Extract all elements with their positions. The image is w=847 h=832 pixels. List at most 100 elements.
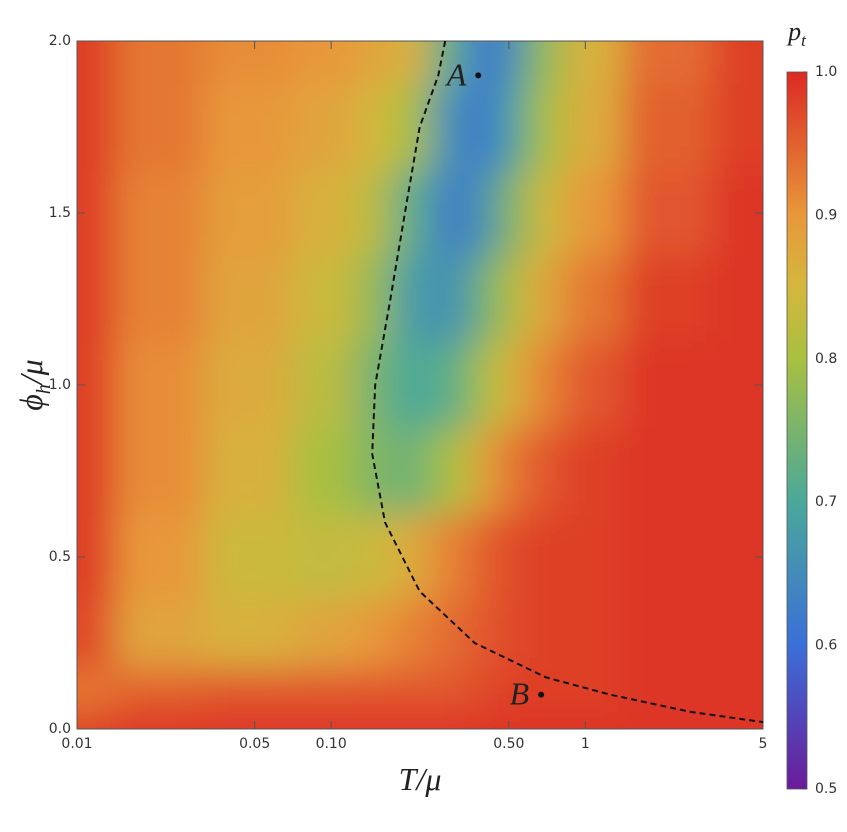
marked-point — [475, 72, 482, 79]
heat-cell — [115, 428, 205, 515]
heat-cell — [204, 256, 294, 343]
heat-cell — [496, 711, 528, 729]
heat-cell — [712, 41, 763, 85]
heat-cell — [496, 428, 528, 515]
heat-cell — [292, 84, 355, 171]
x-tick-label: 0.01 — [61, 736, 92, 752]
heat-cell — [468, 41, 498, 85]
heat-cell — [115, 41, 205, 85]
heat-cell — [565, 342, 625, 429]
heat-cell — [391, 600, 431, 670]
colorbar-tick-label: 0.5 — [815, 781, 837, 797]
heat-cell — [623, 668, 713, 713]
heat-cell — [468, 84, 498, 171]
y-tick-label: 0.0 — [49, 721, 71, 737]
heat-cell — [430, 600, 469, 670]
heat-cell — [204, 428, 294, 515]
heat-cell — [353, 600, 393, 670]
heat-cell — [527, 256, 567, 343]
heat-cell — [527, 668, 567, 713]
heat-cell — [353, 84, 393, 171]
heat-cell — [292, 342, 355, 429]
colorbar-tick-label: 0.9 — [815, 207, 837, 223]
heat-cell — [468, 256, 498, 343]
heat-cell — [712, 256, 763, 343]
x-axis-label: T/μ — [399, 761, 442, 797]
y-label-rest: /μ — [13, 359, 49, 386]
heat-cell — [623, 711, 713, 729]
heat-cell — [623, 342, 713, 429]
heat-cell — [468, 342, 498, 429]
y-tick-label: 2.0 — [49, 33, 71, 49]
y-axis-label: ϕh/μ — [13, 359, 55, 411]
heat-cell — [204, 711, 294, 729]
heat-cell — [496, 41, 528, 85]
heat-cell — [565, 711, 625, 729]
heat-cell — [204, 170, 294, 257]
y-tick-label: 0.5 — [49, 549, 71, 565]
heat-cell — [496, 170, 528, 257]
heat-cell — [468, 514, 498, 601]
heat-cell — [565, 428, 625, 515]
point-label: A — [445, 56, 467, 92]
heat-cell — [430, 256, 469, 343]
heat-cell — [204, 342, 294, 429]
heat-cell — [353, 711, 393, 729]
heat-cell — [527, 514, 567, 601]
heat-cell — [204, 41, 294, 85]
colorbar-label-sub: t — [801, 31, 807, 50]
heat-cell — [353, 428, 393, 515]
colorbar-label-main: p — [786, 17, 801, 46]
heat-cell — [115, 256, 205, 343]
colorbar-tick-label: 0.7 — [815, 494, 837, 510]
colorbar — [786, 71, 808, 790]
heat-cell — [77, 428, 116, 515]
heat-cell — [204, 514, 294, 601]
colorbar-label: pt — [786, 17, 807, 50]
heat-cell — [527, 600, 567, 670]
heat-cell — [565, 41, 625, 85]
heat-cell — [468, 170, 498, 257]
heat-cell — [292, 600, 355, 670]
heat-cell — [115, 170, 205, 257]
heat-cell — [204, 668, 294, 713]
heat-cell — [430, 668, 469, 713]
heat-cell — [115, 342, 205, 429]
heat-cell — [115, 514, 205, 601]
heat-cell — [115, 600, 205, 670]
heat-cell — [712, 342, 763, 429]
heat-cell — [430, 84, 469, 171]
heat-cell — [496, 600, 528, 670]
heat-cell — [430, 342, 469, 429]
heat-cell — [353, 668, 393, 713]
heat-cell — [527, 711, 567, 729]
heat-cell — [496, 342, 528, 429]
heat-cell — [623, 256, 713, 343]
heat-cell — [77, 41, 116, 85]
heat-cell — [623, 514, 713, 601]
heat-cell — [292, 514, 355, 601]
heat-cell — [712, 428, 763, 515]
heat-cell — [77, 600, 116, 670]
x-tick-label: 1 — [581, 736, 590, 752]
x-tick-label: 5 — [759, 736, 768, 752]
heat-cell — [115, 668, 205, 713]
heat-cell — [204, 600, 294, 670]
x-tick-label: 0.10 — [316, 736, 347, 752]
heat-cell — [623, 428, 713, 515]
heat-cell — [430, 41, 469, 85]
heat-cell — [430, 170, 469, 257]
heat-cell — [77, 256, 116, 343]
heat-cell — [527, 41, 567, 85]
heatmap — [77, 41, 763, 729]
colorbar-tick-label: 0.8 — [815, 351, 837, 367]
heat-cell — [565, 170, 625, 257]
heat-cell — [468, 711, 498, 729]
heat-cell — [623, 41, 713, 85]
marked-point — [538, 691, 545, 698]
heat-cell — [623, 170, 713, 257]
heat-cell — [712, 84, 763, 171]
heat-cell — [712, 668, 763, 713]
heat-cell — [391, 668, 431, 713]
heat-cell — [353, 256, 393, 343]
